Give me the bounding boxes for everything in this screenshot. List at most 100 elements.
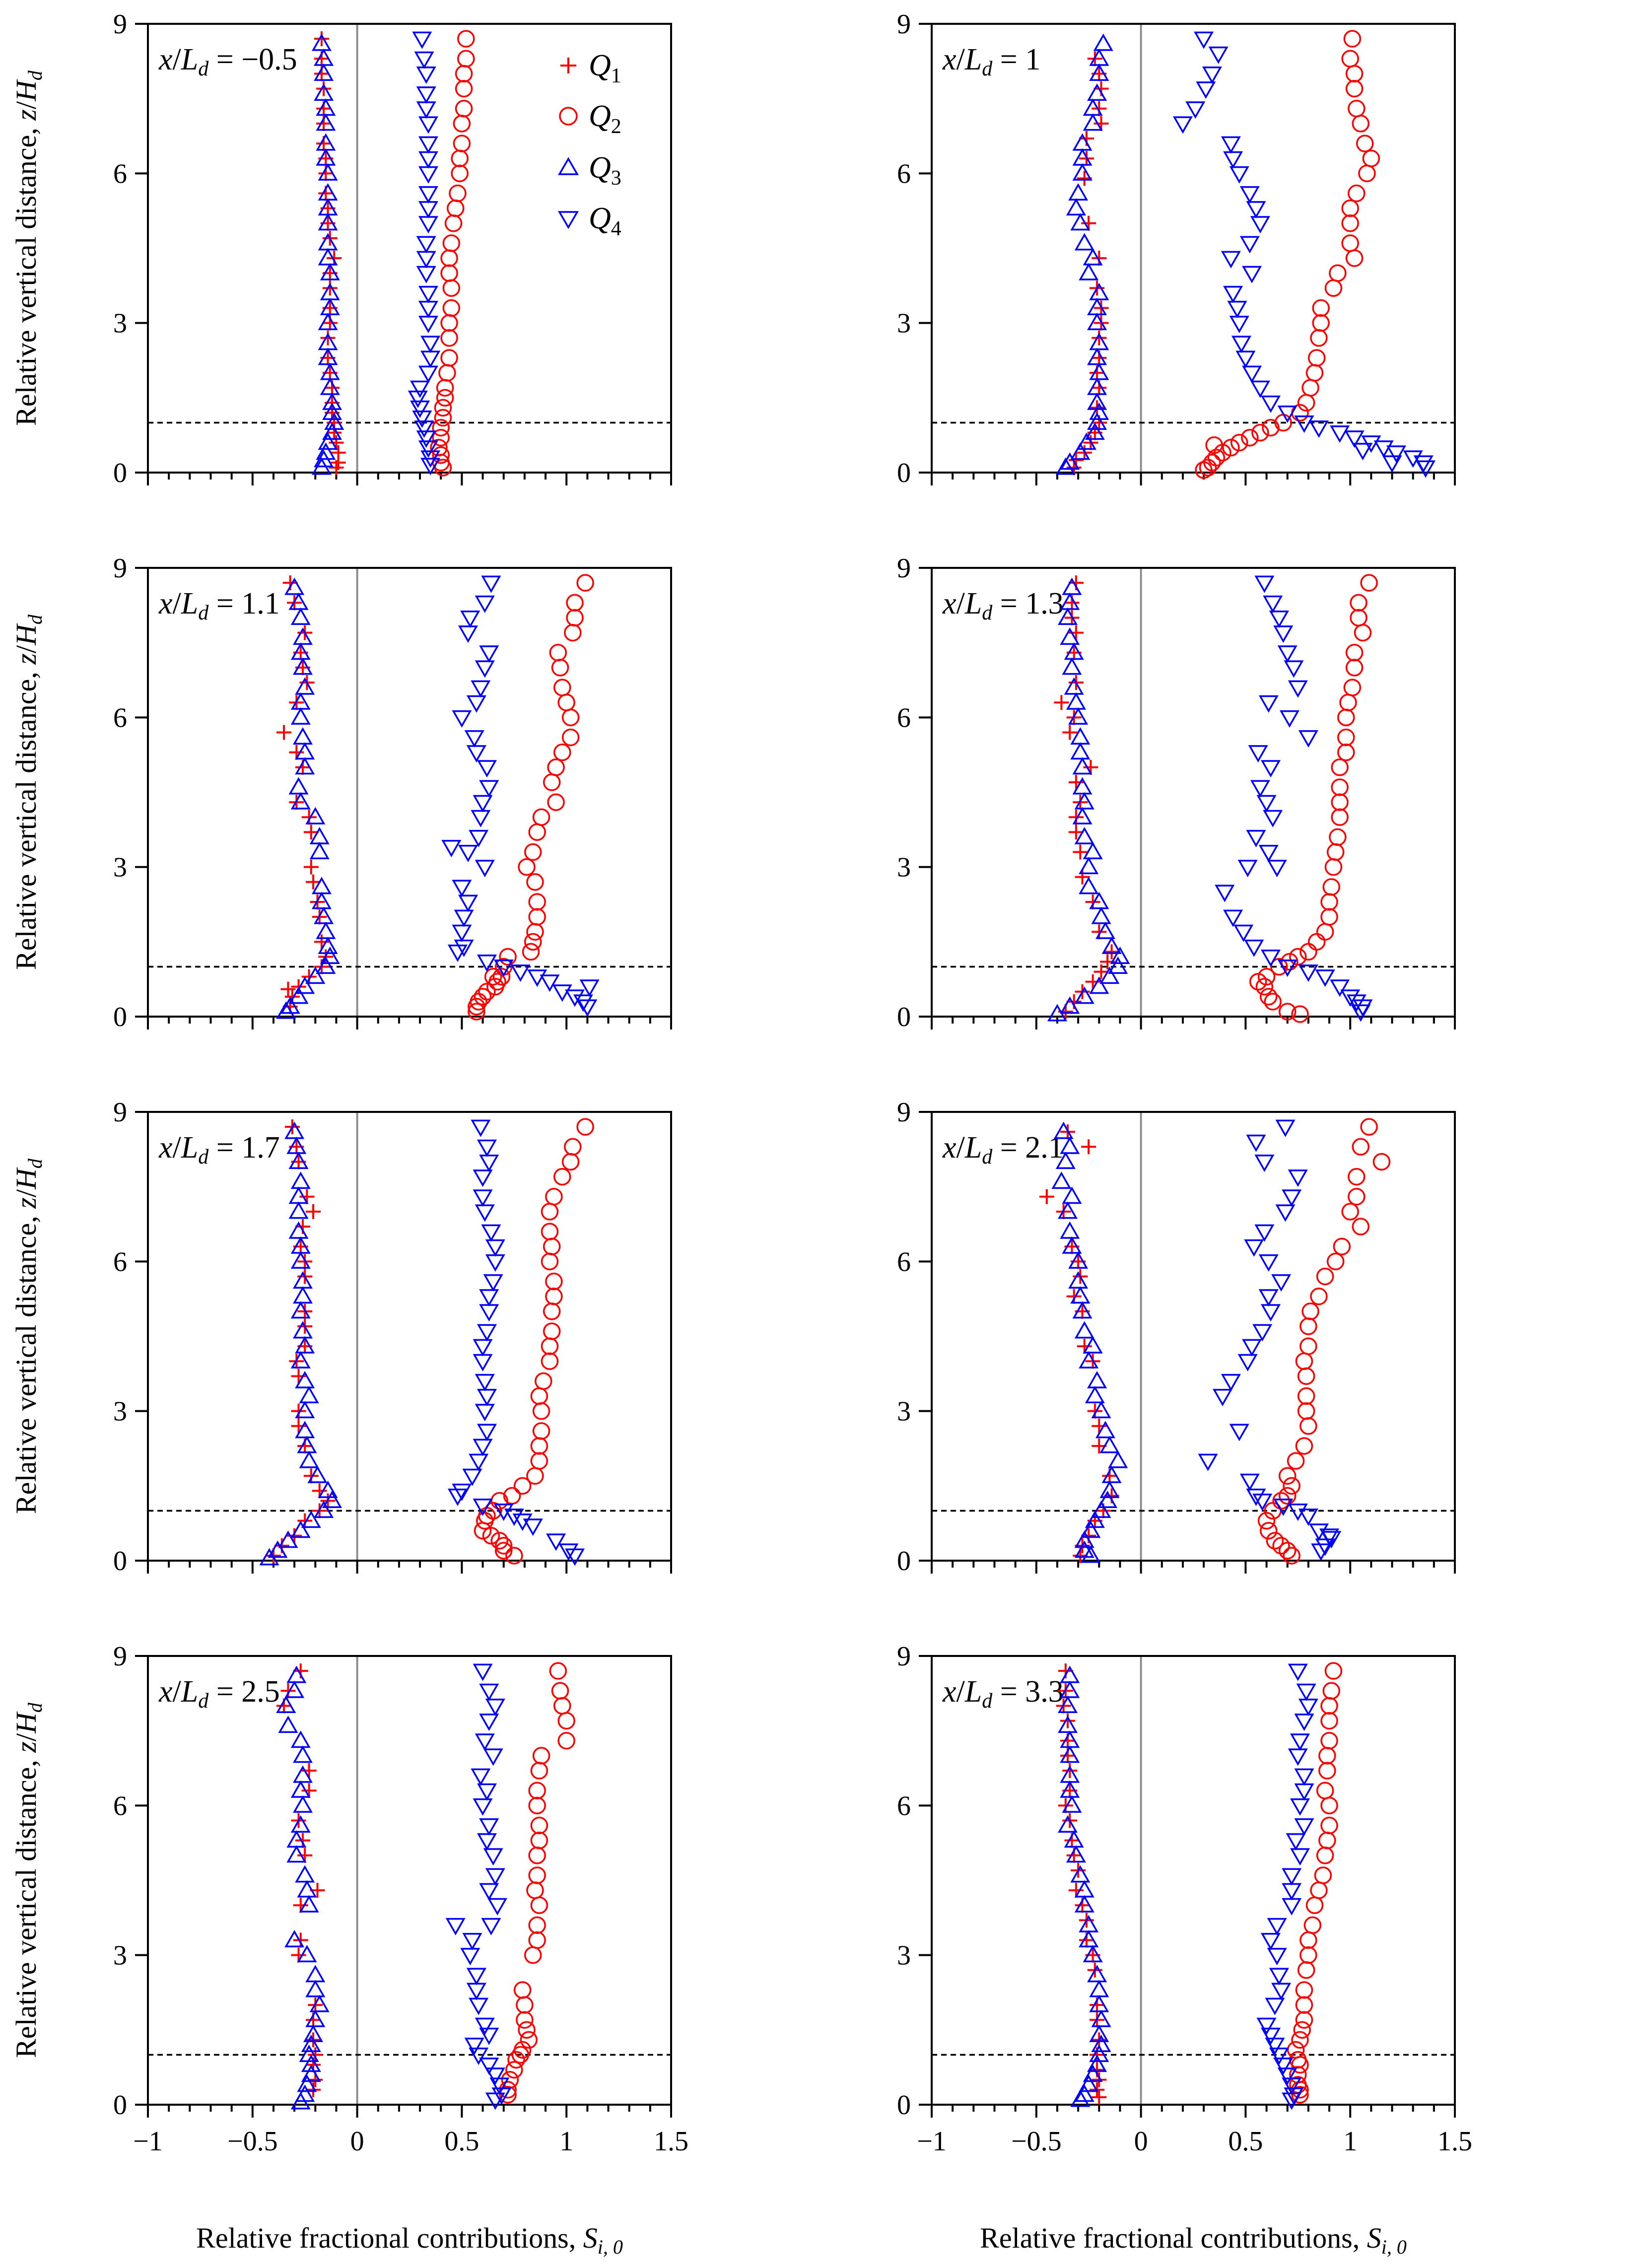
point-q4 xyxy=(481,1918,501,1935)
point-q4 xyxy=(412,31,432,49)
panel-1: 0 3 6 9 x/Ld = −0.5 Q1 Q2 Q3 Q4 xyxy=(113,9,672,488)
point-q2 xyxy=(1300,1417,1317,1435)
point-q4 xyxy=(469,1453,489,1471)
point-q2 xyxy=(447,199,465,217)
point-q3 xyxy=(1068,1251,1089,1269)
point-q4 xyxy=(1185,101,1206,119)
y-tick-label: 9 xyxy=(113,1641,127,1672)
point-q3 xyxy=(292,1321,313,1339)
point-q4 xyxy=(558,1543,579,1561)
point-q4 xyxy=(527,969,547,987)
y-tick-label: 6 xyxy=(113,702,127,733)
y-tick-label: 3 xyxy=(113,308,127,339)
point-q3 xyxy=(320,377,340,395)
point-q2 xyxy=(1345,79,1364,98)
point-q4 xyxy=(1256,2017,1277,2035)
point-q2 xyxy=(1310,1881,1328,1899)
point-q3 xyxy=(288,592,309,610)
point-q3 xyxy=(1060,1221,1080,1239)
point-q4 xyxy=(1288,1748,1308,1766)
point-q2 xyxy=(1305,364,1324,382)
point-q2 xyxy=(432,428,450,447)
point-q4 xyxy=(441,839,462,858)
point-q2 xyxy=(1331,778,1349,796)
point-q4 xyxy=(418,301,438,319)
panel-label: x/Ld = 1.7 xyxy=(158,1131,280,1168)
point-q4 xyxy=(1269,610,1289,628)
x-tick-label: 0 xyxy=(1134,2126,1148,2157)
point-q4 xyxy=(1277,2067,1298,2085)
point-q3 xyxy=(1079,1915,1099,1932)
point-q4 xyxy=(475,595,495,613)
point-q2 xyxy=(526,1467,544,1485)
point-q4 xyxy=(477,1783,497,1801)
point-q2 xyxy=(440,349,458,367)
panel-label: x/Ld = −0.5 xyxy=(158,43,297,80)
point-q4 xyxy=(1282,2077,1302,2095)
point-q2 xyxy=(1295,2011,1313,2029)
point-q4 xyxy=(483,1848,503,1866)
point-q2 xyxy=(1260,1521,1278,1540)
point-q4 xyxy=(416,86,436,104)
point-q1 xyxy=(1073,844,1088,860)
point-q4 xyxy=(1258,695,1279,713)
panel-6: 0 3 6 9 x/Ld = 2.1 xyxy=(897,1097,1456,1577)
point-q2 xyxy=(1295,1437,1313,1455)
point-q2 xyxy=(532,808,550,826)
point-q2 xyxy=(535,1372,552,1390)
point-q4 xyxy=(454,939,474,957)
point-q3 xyxy=(309,1994,330,2012)
y-tick-label: 3 xyxy=(897,1940,911,1971)
point-q2 xyxy=(1310,329,1328,347)
point-q4 xyxy=(1275,1119,1296,1137)
point-q4 xyxy=(1353,443,1373,461)
point-q4 xyxy=(1288,680,1308,698)
point-q2 xyxy=(1322,1682,1341,1700)
point-q4 xyxy=(1265,2037,1285,2055)
point-q2 xyxy=(543,773,561,791)
point-q4 xyxy=(471,680,491,698)
point-q2 xyxy=(1345,659,1364,677)
point-q3 xyxy=(1089,48,1109,66)
point-q3 xyxy=(288,1221,309,1239)
point-q2 xyxy=(434,409,452,427)
point-q4 xyxy=(1271,1274,1292,1292)
point-q2 xyxy=(524,1946,542,1964)
point-q2 xyxy=(1287,1452,1305,1470)
x-axis-label: Relative fractional contributions, Si, 0 xyxy=(980,2222,1407,2258)
point-q4 xyxy=(1254,575,1275,593)
point-q4 xyxy=(1250,380,1270,398)
x-tick-label: 0.5 xyxy=(1228,2126,1263,2157)
point-q4 xyxy=(1277,960,1298,977)
axes-frame xyxy=(931,567,1456,1018)
point-q2 xyxy=(561,708,580,727)
point-q4 xyxy=(462,1468,482,1486)
point-q2 xyxy=(530,1896,548,1914)
point-q2 xyxy=(484,967,502,986)
point-q4 xyxy=(1213,1389,1233,1407)
point-q4 xyxy=(479,1714,499,1731)
point-q4 xyxy=(1340,989,1361,1007)
point-q3 xyxy=(1068,1271,1089,1289)
point-q3 xyxy=(1072,777,1093,795)
point-q4 xyxy=(1229,166,1249,184)
point-q4 xyxy=(540,974,560,992)
point-q4 xyxy=(1265,1997,1285,2015)
point-q4 xyxy=(1244,1239,1264,1257)
point-q4 xyxy=(1273,2058,1294,2075)
point-q3 xyxy=(1091,1401,1111,1419)
point-q4 xyxy=(1282,1868,1302,1886)
point-q3 xyxy=(295,1336,315,1354)
point-q3 xyxy=(1081,1520,1101,1538)
point-q4 xyxy=(1294,415,1314,433)
point-q3 xyxy=(318,1480,338,1498)
point-q2 xyxy=(545,1188,563,1206)
point-q3 xyxy=(288,986,309,1004)
point-q4 xyxy=(420,458,441,476)
point-q4 xyxy=(416,266,436,283)
point-q4 xyxy=(1273,625,1294,643)
point-q2 xyxy=(524,933,542,951)
point-q4 xyxy=(1221,1374,1241,1391)
y-tick-label: 3 xyxy=(897,852,911,883)
point-q2 xyxy=(561,728,580,747)
